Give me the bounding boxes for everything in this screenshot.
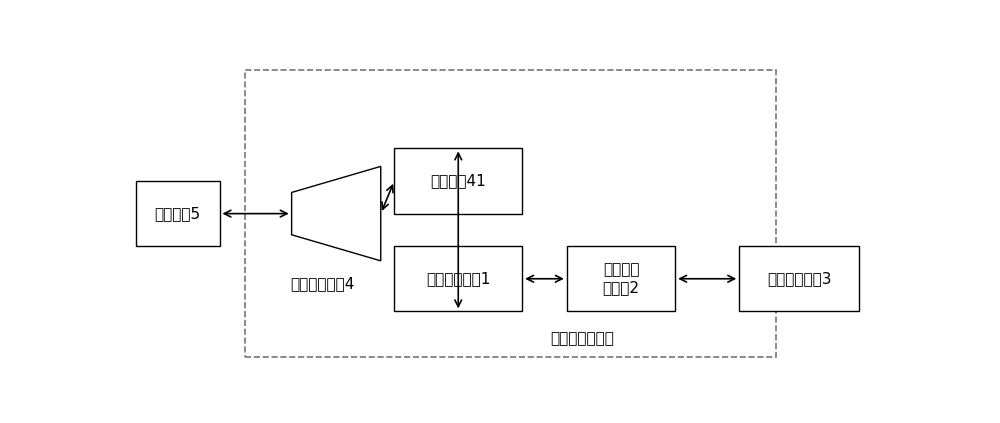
Text: 对称式射频通路: 对称式射频通路 — [550, 332, 614, 346]
Bar — [245, 70, 776, 357]
Text: 对称式调
谐单元2: 对称式调 谐单元2 — [602, 263, 640, 295]
Text: 天线弹片41: 天线弹片41 — [430, 173, 486, 189]
Bar — [394, 148, 522, 214]
Polygon shape — [292, 166, 381, 261]
Bar — [136, 181, 220, 246]
Text: 射频测试探针1: 射频测试探针1 — [426, 271, 490, 286]
Bar — [739, 246, 859, 311]
Bar — [567, 246, 675, 311]
Text: 射频芯片5: 射频芯片5 — [155, 206, 201, 221]
Text: 测试仪表模块3: 测试仪表模块3 — [767, 271, 832, 286]
Bar — [394, 246, 522, 311]
Text: 天线匹配电路4: 天线匹配电路4 — [290, 276, 355, 291]
